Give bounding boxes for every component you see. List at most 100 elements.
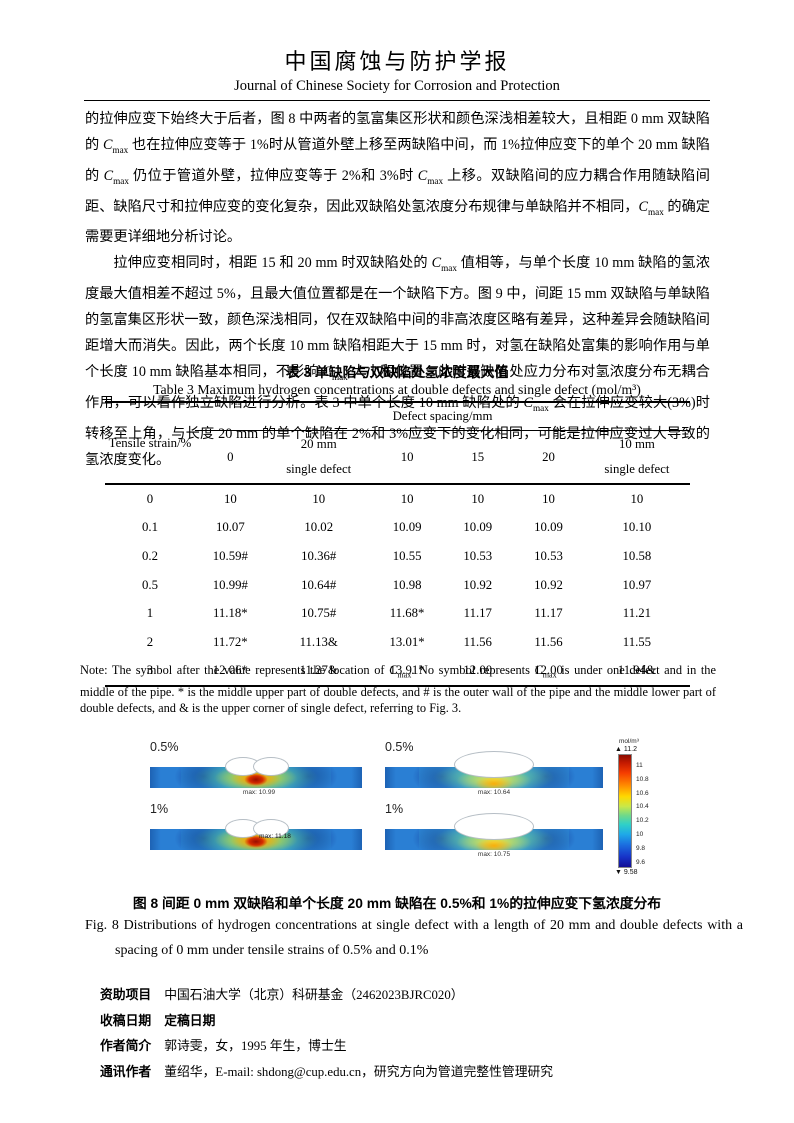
- table-subheader: 0: [194, 430, 266, 485]
- table-cell: 10.53: [463, 548, 493, 563]
- journal-title-zh: 中国腐蚀与防护学报: [284, 49, 510, 74]
- table-cell: 11.72*: [212, 634, 248, 649]
- cmax-symbol: Cmax: [389, 663, 412, 680]
- defect-bar: [150, 819, 362, 850]
- table-cell: 13.91*: [389, 663, 425, 678]
- cmax-symbol: Cmax: [431, 255, 457, 274]
- table-cell: 10.98: [392, 577, 422, 592]
- table-cell: 11.68*: [389, 606, 425, 621]
- table-cell: 11.56: [534, 634, 563, 649]
- table-cell: 11.21: [622, 606, 652, 621]
- colorbar-gradient: [618, 754, 632, 868]
- table-cell: 10.09: [392, 520, 422, 535]
- table-subheader: 20 mm single defect: [265, 430, 372, 485]
- table-subheader: 10: [371, 430, 443, 485]
- strain-label: 0.5%: [385, 740, 414, 754]
- table-cell: 1: [146, 606, 154, 621]
- table-cell: 11.27&: [299, 663, 338, 678]
- defect-bar: [385, 813, 603, 850]
- figure-8: 0.5% max: 10.99 0.5% max: 10.64 1% max: …: [0, 738, 794, 890]
- footer-text: 董绍华，E-mail: shdong@cup.edu.cn，研究方向为管道完整性…: [164, 1064, 554, 1079]
- table-cell: 10.02: [304, 520, 334, 535]
- table-cell: 10.58: [622, 548, 652, 563]
- table-cell: 0.2: [141, 548, 158, 563]
- colorbar-tick-label: 10.6: [636, 789, 649, 797]
- table-cell: 10.75#: [301, 606, 337, 621]
- table-subheader: 15: [442, 430, 514, 485]
- colorbar-tick-label: 10.4: [636, 803, 649, 811]
- contour-panel-single-0p5: 0.5% max: 10.64: [383, 740, 605, 812]
- colorbar-tick-label: 11: [636, 762, 643, 769]
- table-cell: 10.97: [622, 577, 652, 592]
- table-subheader-row: 0 20 mm single defect 10 15 20 10 mm single def…: [105, 430, 690, 485]
- defect-bar: [385, 751, 603, 788]
- footer-label: 资助项目: [100, 988, 152, 1002]
- table-cell: 0.1: [141, 520, 158, 535]
- table-cell: 12.06*: [212, 663, 248, 678]
- hydrogen-hotspot: [181, 829, 331, 850]
- table-row: 2 11.72* 11.13& 13.01* 11.56 11.56 11.55: [105, 628, 690, 657]
- table-cell: 10.10: [622, 520, 652, 535]
- table-note: Note: The symbol after the value represe…: [80, 663, 716, 715]
- table-cell: 11.18*: [212, 606, 248, 621]
- table-cell: 3: [146, 663, 154, 678]
- table-row: 0.2 10.59# 10.36# 10.55 10.53 10.53 10.58: [105, 542, 690, 571]
- table-cell: 10.64#: [301, 577, 337, 592]
- table-cell: 10: [630, 491, 644, 506]
- table-group-header: Defect spacing/mm: [194, 402, 690, 431]
- table-cell: 11.13&: [299, 634, 338, 649]
- contour-panel-single-1: 1% max: 10.75: [383, 802, 605, 874]
- table-row: 0.1 10.07 10.02 10.09 10.09 10.09 10.10: [105, 514, 690, 543]
- table-cell: 10: [400, 491, 414, 506]
- table-cell: 10: [312, 491, 326, 506]
- footer-label: 作者简介: [100, 1039, 152, 1053]
- table-cell: 10.36#: [301, 548, 337, 563]
- defect-notch: [454, 751, 534, 778]
- max-value-label: max: 11.18: [259, 833, 291, 840]
- colorbar: mol/m³ ▲ 11.2 ▼ 9.58 11 10.8 10.6 10.4 10.2 1…: [610, 738, 680, 890]
- table-cell: 11.94&: [617, 663, 657, 678]
- table-cell: 10: [223, 491, 237, 506]
- table-cell: 10.09: [534, 520, 563, 535]
- max-value-label: max: 10.64: [477, 789, 511, 796]
- footer-text: 中国石油大学（北京）科研基金（2462023BJRC020）: [164, 988, 464, 1002]
- strain-label: 1%: [385, 802, 404, 816]
- table-group-header-row: Tensile strain/% Defect spacing/mm: [105, 402, 690, 485]
- table-subheader: 10 mm single defect: [583, 430, 690, 485]
- journal-title-en: Journal of Chinese Society for Corrosion…: [234, 78, 560, 94]
- cmax-symbol: Cmax: [638, 198, 664, 217]
- max-value-label: max: 10.75: [477, 851, 511, 858]
- table-cell: 12.00: [463, 663, 493, 678]
- defect-bar: [150, 757, 362, 788]
- table-cell: 11.17: [463, 606, 492, 621]
- hydrogen-hotspot: [181, 767, 331, 788]
- figure-caption-zh: 图 8 间距 0 mm 双缺陷和单个长度 20 mm 缺陷在 0.5%和 1%的…: [132, 896, 662, 911]
- table-title-en: Table 3 Maximum hydrogen concentrations …: [153, 382, 641, 397]
- defect-notch: [253, 819, 289, 838]
- table-title-zh: 表 3 单缺陷与双缺陷处氢浓度最大值: [285, 365, 509, 380]
- cmax-symbol: Cmax: [102, 137, 129, 155]
- table-cell: 10: [542, 491, 555, 506]
- contour-panel-double-0p5: 0.5% max: 10.99: [148, 740, 370, 812]
- colorbar-tick-label: 10: [636, 831, 644, 838]
- table-row: 3 12.06* 11.27& 13.91* 12.00 12.00 11.94&: [105, 657, 690, 687]
- table-row: 1 11.18* 10.75# 11.68* 11.17 11.17 11.21: [105, 599, 690, 628]
- colorbar-tick-label: 10.8: [636, 775, 649, 783]
- header-rule: [84, 100, 710, 101]
- table-cell: 10.55: [392, 548, 422, 563]
- colorbar-unit-label: mol/m³: [619, 738, 639, 745]
- figure-caption-en: Fig. 8 Distributions of hydrogen concent…: [85, 918, 743, 958]
- cmax-symbol: Cmax: [534, 663, 557, 680]
- table-cell: 10.92: [463, 577, 493, 592]
- table-cell: 2: [146, 634, 154, 649]
- table-cell: 10.53: [534, 548, 563, 563]
- table-row: 0.5 10.99# 10.64# 10.98 10.92 10.92 10.97: [105, 571, 690, 600]
- table-cell: 13.01*: [389, 634, 425, 649]
- table-cell: 10.99#: [212, 577, 248, 592]
- body-text: 的拉伸应变下始终大于后者，图 8 中两者的氢富集区形状和颜色深浅相差较大，且相距…: [85, 106, 710, 473]
- table-cell: 10.59#: [212, 548, 248, 563]
- footer-label: 通讯作者: [100, 1064, 152, 1079]
- table-cell: 11.56: [463, 634, 492, 649]
- footer-text: 定稿日期: [164, 1013, 216, 1028]
